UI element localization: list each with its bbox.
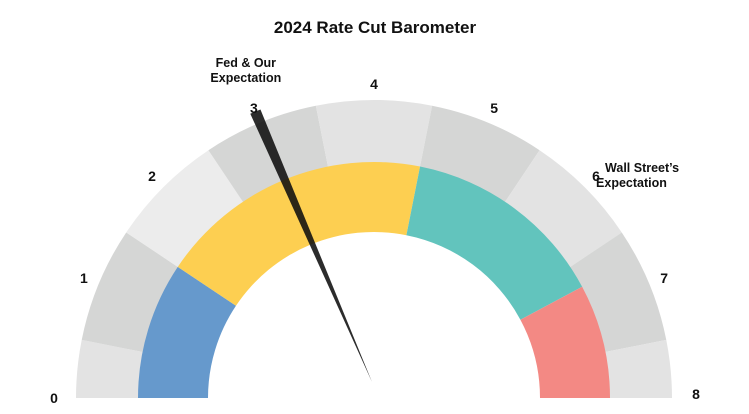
- outer-band-segment-8: [604, 339, 672, 398]
- tick-label-group: 0 1 2 3 4 5 6 7 8: [50, 76, 700, 406]
- gauge-needle: [250, 109, 372, 382]
- annotation-1-line-1: Expectation: [596, 176, 667, 190]
- annotation-0-line-0: Fed & Our: [216, 56, 277, 70]
- outer-band-segment-4: [315, 100, 433, 168]
- tick-label-1: 1: [80, 270, 88, 286]
- tick-label-0: 0: [50, 390, 58, 406]
- outer-band-segment-7: [569, 232, 667, 353]
- outer-band-segment-6: [504, 150, 622, 268]
- outer-band-segment-1: [81, 232, 179, 353]
- tick-label-6: 6: [592, 168, 600, 184]
- outer-band-segment-3: [208, 105, 329, 203]
- inner-band-3: [520, 286, 610, 398]
- inner-band-1: [177, 162, 421, 306]
- chart-title: 2024 Rate Cut Barometer: [274, 18, 477, 37]
- tick-label-8: 8: [692, 386, 700, 402]
- needle-group: [250, 109, 372, 382]
- tick-label-7: 7: [660, 270, 668, 286]
- tick-label-3: 3: [250, 100, 258, 116]
- outer-band-segment-5: [419, 105, 540, 203]
- annotation-1-line-0: Wall Street’s: [605, 161, 679, 175]
- tick-label-5: 5: [490, 100, 498, 116]
- outer-band-segment-2: [126, 150, 244, 268]
- annotation-0-line-1: Expectation: [210, 71, 281, 85]
- tick-label-2: 2: [148, 168, 156, 184]
- inner-band-group: [138, 162, 610, 398]
- inner-band-2: [406, 166, 583, 320]
- outer-band-group: [76, 100, 672, 398]
- outer-band-segment-0: [76, 339, 144, 398]
- inner-band-0: [138, 266, 236, 398]
- tick-label-4: 4: [370, 76, 378, 92]
